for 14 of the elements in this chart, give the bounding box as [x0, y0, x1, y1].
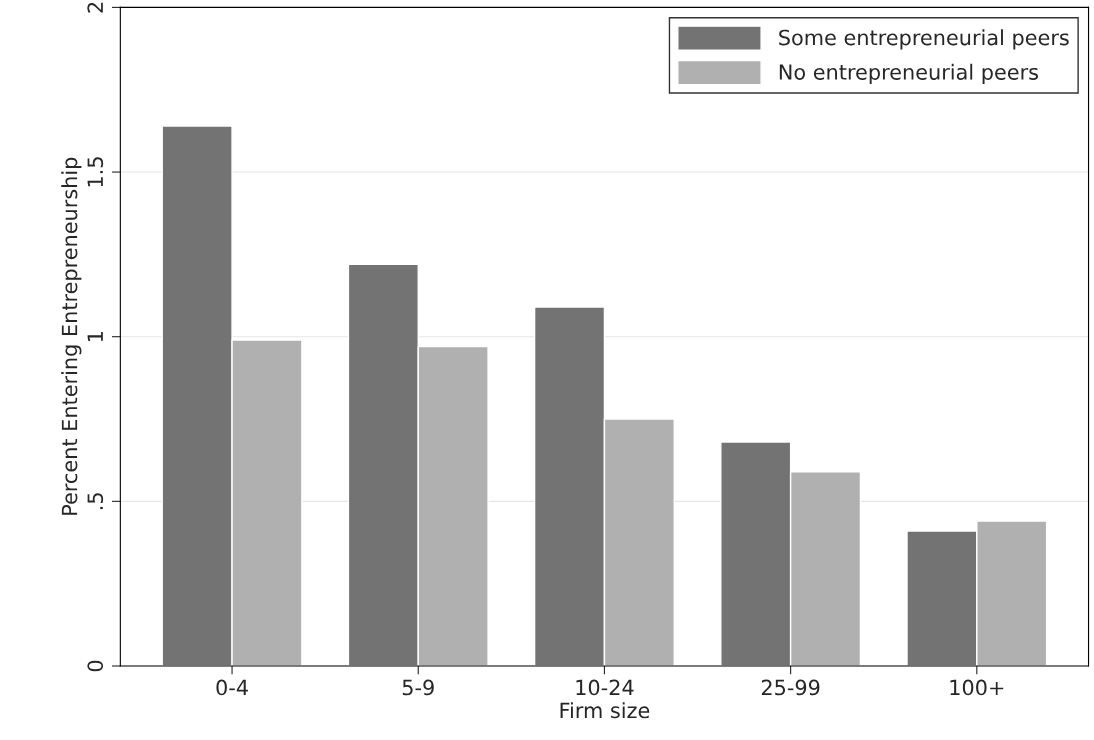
legend-label: No entrepreneurial peers: [779, 63, 1039, 84]
y-tick-label: 1.5: [87, 157, 104, 187]
y-tick-label: 0: [87, 660, 104, 672]
x-tick-label: 100+: [950, 679, 1004, 696]
x-tick-label: 10-24: [576, 679, 634, 696]
x-tick-label: 5-9: [402, 679, 434, 696]
x-tick-label: 25-99: [761, 679, 820, 696]
y-tick-label: .5: [87, 493, 104, 510]
x-axis-title: Firm size: [560, 702, 650, 719]
y-tick-label: 2: [87, 2, 103, 13]
x-tick-label: 0-4: [216, 679, 248, 696]
y-tick-label: 1: [87, 332, 103, 342]
legend-label: Some entrepreneurial peers: [779, 29, 1069, 50]
y-axis-title: Percent Entering Entrepreneurship: [61, 157, 82, 515]
